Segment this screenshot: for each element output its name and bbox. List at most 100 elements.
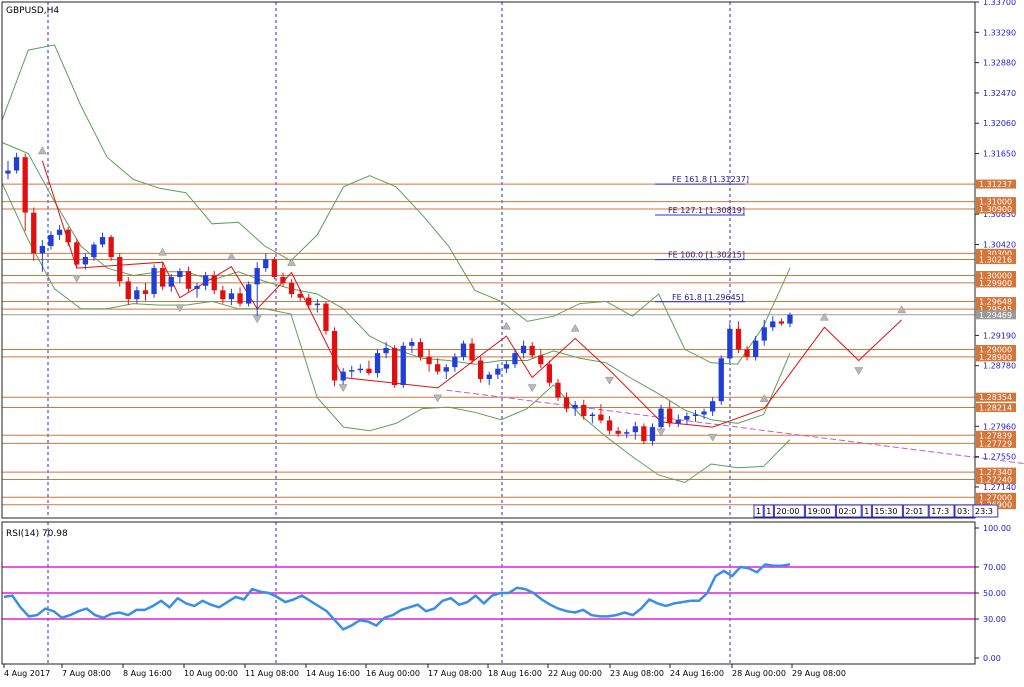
candle-body xyxy=(735,328,742,350)
session-box-label: 03: xyxy=(957,507,970,516)
candle-body xyxy=(392,348,398,385)
candle-body xyxy=(632,426,638,433)
fibo-level-label: FE 127.1 [1.30819] xyxy=(668,206,745,215)
candle-body xyxy=(512,353,518,365)
fractal-down-arrow xyxy=(338,384,348,393)
candle-body xyxy=(452,356,458,368)
candle-body xyxy=(125,281,131,300)
chart-title: GBPUSD,H4 xyxy=(6,6,59,16)
time-axis-label: 14 Aug 16:00 xyxy=(306,669,360,678)
candle-body xyxy=(306,297,312,306)
candle-body xyxy=(134,290,140,300)
price-level-box xyxy=(976,197,1016,207)
price-level-label: 1.28354 xyxy=(979,393,1012,402)
price-level-label: 1.30000 xyxy=(979,272,1012,281)
candle-body xyxy=(142,290,149,294)
candle-body xyxy=(520,345,527,354)
zigzag-line xyxy=(41,160,903,428)
session-box-label: 15:30 xyxy=(874,507,897,516)
candle-body xyxy=(246,284,252,304)
candle-body xyxy=(581,404,587,416)
price-level-label: 1.27240 xyxy=(979,476,1012,485)
session-box xyxy=(861,504,872,518)
candle-body xyxy=(56,229,63,235)
price-level-box xyxy=(976,475,1016,485)
price-level-box xyxy=(976,344,1016,354)
fractal-up-arrow xyxy=(226,252,236,260)
price-axis-label: 1.32060 xyxy=(983,119,1016,128)
candle-body xyxy=(203,275,209,286)
candle-body xyxy=(778,321,784,324)
price-level-label: 1.29648 xyxy=(979,298,1012,307)
candle-body xyxy=(74,242,80,265)
candle-body xyxy=(31,212,37,254)
price-level-box xyxy=(976,304,1016,314)
candle-body xyxy=(297,294,303,298)
candle-body xyxy=(667,408,673,424)
candle-body xyxy=(349,370,355,372)
candle-body xyxy=(753,340,759,357)
price-axis-label: 1.27960 xyxy=(983,422,1016,431)
candle-body xyxy=(426,356,432,365)
session-box xyxy=(804,504,836,518)
candle-body xyxy=(641,426,647,442)
price-level-box xyxy=(976,492,1016,502)
session-box-label: 20:00 xyxy=(776,507,799,516)
rsi-axis-label: 100.00 xyxy=(983,524,1011,533)
session-box xyxy=(902,504,929,518)
fractal-up-arrow xyxy=(158,247,168,256)
candle-body xyxy=(220,290,226,300)
candle-body xyxy=(185,271,192,289)
price-level-label: 1.27839 xyxy=(979,431,1012,440)
fractal-down-arrow xyxy=(252,315,262,324)
candle-body xyxy=(409,342,415,346)
candle-body xyxy=(82,257,88,265)
price-level-label: 1.29000 xyxy=(979,345,1012,354)
session-box xyxy=(928,504,955,518)
price-level-box xyxy=(976,392,1016,402)
price-level-box xyxy=(976,438,1016,448)
candle-body xyxy=(194,285,200,289)
fractal-up-arrow xyxy=(819,312,829,321)
candle-body xyxy=(5,170,11,174)
candle-body xyxy=(770,321,776,328)
price-level-box xyxy=(976,179,1016,189)
session-box xyxy=(763,504,774,518)
candle-body xyxy=(495,368,501,375)
session-box xyxy=(753,504,764,518)
price-axis-label: 1.30420 xyxy=(983,240,1016,249)
price-level-label: 1.29900 xyxy=(979,279,1012,288)
session-box-label: 1 xyxy=(766,507,771,516)
candle-body xyxy=(658,408,664,428)
time-axis-label: 29 Aug 08:00 xyxy=(792,669,846,678)
price-level-label: 1.27340 xyxy=(979,468,1012,477)
candle-body xyxy=(211,275,217,291)
price-level-box xyxy=(976,467,1016,477)
time-axis-label: 18 Aug 16:00 xyxy=(488,669,542,678)
candle-body xyxy=(563,397,570,409)
price-axis-label: 1.27550 xyxy=(983,453,1016,462)
fibo-level-label: FE 100.0 [1.30215] xyxy=(668,251,745,260)
candle-body xyxy=(108,237,114,258)
time-axis-label: 22 Aug 00:00 xyxy=(548,669,602,678)
fractal-up-arrow xyxy=(897,305,907,314)
price-axis-label: 1.33290 xyxy=(983,28,1016,37)
candle-body xyxy=(718,358,724,402)
support-trendline xyxy=(446,389,1024,465)
candle-body xyxy=(443,367,449,372)
candle-body xyxy=(48,234,54,246)
candle-body xyxy=(503,364,510,369)
time-axis-label: 28 Aug 00:00 xyxy=(732,669,786,678)
candle-body xyxy=(39,246,45,254)
candle-body xyxy=(469,343,475,361)
fractal-up-arrow xyxy=(570,323,580,332)
candle-body xyxy=(478,360,484,379)
time-axis-label: 8 Aug 16:00 xyxy=(123,669,172,678)
fractal-up-arrow xyxy=(287,258,297,266)
candle-body xyxy=(589,414,595,416)
session-box-label: 1 xyxy=(756,507,761,516)
candle-body xyxy=(701,411,707,415)
candle-body xyxy=(692,414,699,416)
price-level-label: 1.29545 xyxy=(979,305,1012,314)
candle-body xyxy=(744,349,750,357)
